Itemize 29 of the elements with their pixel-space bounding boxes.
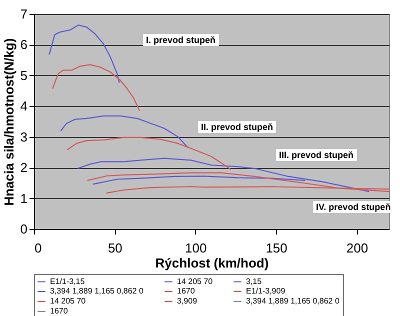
annotation: III. prevod stupeň bbox=[276, 149, 357, 161]
y-tick-label: 0 bbox=[20, 222, 28, 236]
y-tick-label: 4 bbox=[20, 98, 28, 114]
x-tick-label: 0 bbox=[34, 240, 42, 256]
annotation: II. prevod stupeň bbox=[198, 121, 276, 133]
y-tick-label: 6 bbox=[20, 37, 28, 52]
legend-label: E1/1-3,909 bbox=[246, 286, 286, 296]
x-tick-label: 100 bbox=[185, 240, 207, 256]
legend-label: 3,15 bbox=[246, 276, 262, 286]
annotation: I. prevod stupeň bbox=[143, 34, 219, 46]
y-tick-label: 1 bbox=[20, 190, 28, 206]
y-tick-label: 3 bbox=[20, 129, 28, 144]
legend-label: 3,394 1,889 1,165 0,862 0 bbox=[246, 296, 340, 306]
x-axis-title: Rýchlost (km/hod) bbox=[155, 256, 269, 270]
y-tick-label: 7 bbox=[20, 6, 28, 22]
legend-label: 3,394 1,889 1,165 0,862 0 bbox=[50, 286, 144, 296]
annotation: IV. prevod stupeň bbox=[313, 201, 394, 213]
y-tick-label: 2 bbox=[20, 160, 28, 176]
x-tick-label: 150 bbox=[266, 240, 288, 256]
y-tick-label: 5 bbox=[20, 68, 28, 83]
x-tick-label: 200 bbox=[346, 240, 368, 256]
legend-label: 1670 bbox=[50, 306, 68, 316]
legend-label: 3,909 bbox=[177, 296, 198, 306]
legend-label: E1/1-3,15 bbox=[50, 276, 86, 286]
legend-label: 14 205 70 bbox=[50, 296, 86, 306]
legend-label: 1670 bbox=[177, 286, 196, 296]
legend-label: 14 205 70 bbox=[177, 276, 214, 286]
y-axis-title: Hnacia sila/hmotnost(N/kg) bbox=[1, 38, 16, 206]
x-tick-label: 50 bbox=[108, 240, 122, 256]
